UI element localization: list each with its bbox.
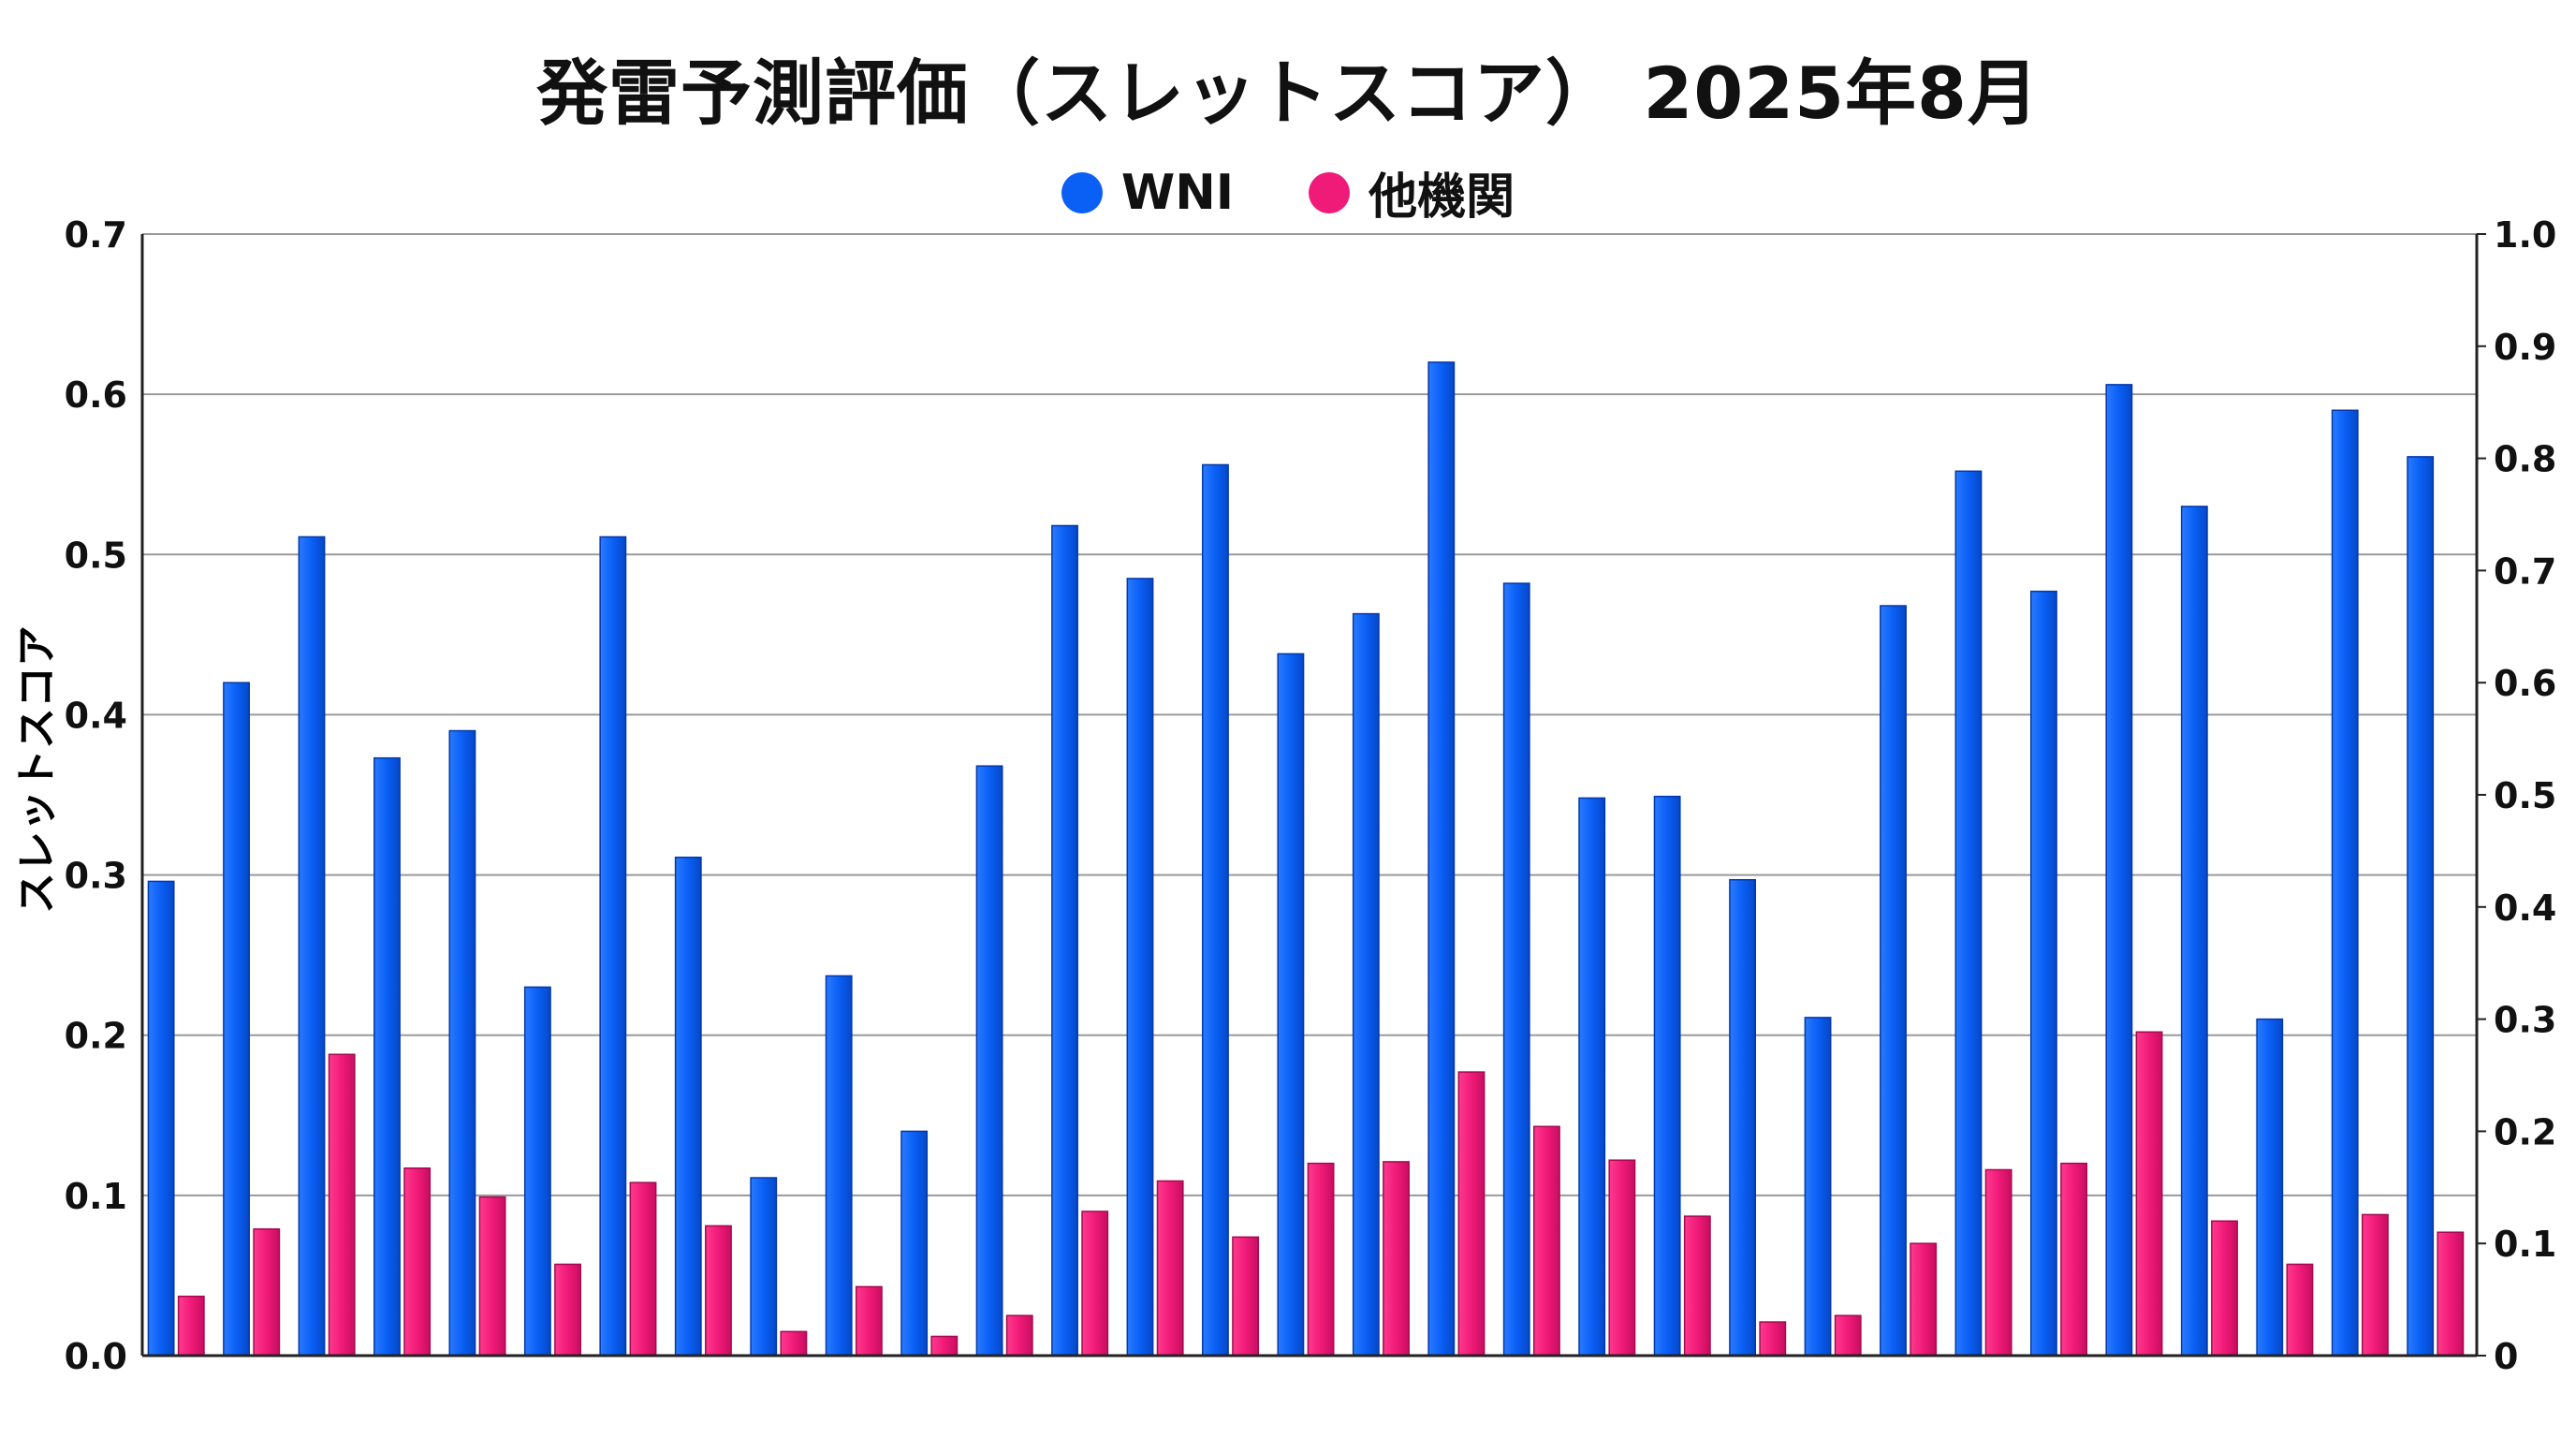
bar-other: [1834, 1314, 1862, 1357]
y2-tick-label: 0: [2494, 1336, 2518, 1377]
y2-tick-label: 0.4: [2494, 888, 2556, 929]
bar-wni: [1352, 612, 1380, 1357]
bar-other: [328, 1053, 356, 1357]
bar-other: [2437, 1231, 2465, 1357]
y-tick-label: 0.5: [65, 535, 127, 576]
legend-item-other[interactable]: 他機関: [1309, 157, 1515, 227]
bar-wni: [1502, 582, 1530, 1357]
y2-tick-label: 0.1: [2494, 1224, 2556, 1265]
bar-wni: [2105, 384, 2133, 1357]
chart-title: 発雷予測評価（スレットスコア） 2025年8月: [536, 51, 2040, 135]
bar-wni: [1954, 470, 1983, 1357]
bar-other: [1005, 1314, 1033, 1357]
bar-wni: [448, 729, 476, 1357]
bar-wni: [599, 536, 627, 1357]
bar-other: [1683, 1215, 1711, 1357]
bar-other: [1156, 1180, 1184, 1357]
bar-wni: [147, 880, 175, 1357]
bar-other: [1307, 1162, 1335, 1357]
bar-wni: [2331, 409, 2359, 1357]
y-tick-label: 0.4: [65, 695, 127, 736]
bar-other: [2286, 1263, 2314, 1357]
legend: WNI 他機関: [0, 157, 2576, 227]
bar-other: [629, 1181, 657, 1357]
bar-wni: [1277, 653, 1305, 1357]
y-axis-label: スレットスコア: [13, 625, 61, 914]
bar-wni: [674, 856, 702, 1357]
bar-other: [930, 1335, 959, 1357]
legend-label-wni: WNI: [1120, 164, 1235, 221]
bar-wni: [2407, 456, 2435, 1357]
bar-wni: [1051, 524, 1078, 1357]
bar-wni: [2180, 506, 2208, 1357]
y2-tick-label: 0.2: [2494, 1111, 2556, 1152]
bar-other: [780, 1330, 808, 1357]
bar-wni: [750, 1177, 778, 1357]
bar-other: [253, 1228, 281, 1357]
y-tick-label: 0.0: [65, 1336, 127, 1377]
bar-other: [1532, 1125, 1560, 1357]
y-tick-label: 0.2: [65, 1016, 127, 1057]
bar-other: [177, 1295, 205, 1357]
bar-other: [1910, 1242, 1938, 1357]
bar-wni: [1880, 605, 1907, 1357]
axes: 0.0 0.1 0.2 0.3 0.4 0.5 0.6 0.7 0 0.1 0.2 0.3 0.4 0.5…: [65, 214, 2557, 1377]
bar-other: [1608, 1159, 1636, 1357]
bar-other: [2211, 1220, 2238, 1357]
bar-wni: [975, 765, 1003, 1357]
y-tick-label: 0.7: [65, 214, 127, 256]
bar-other: [705, 1225, 732, 1357]
y-tick-label: 0.1: [65, 1176, 127, 1217]
legend-swatch-other: [1309, 171, 1351, 213]
bar-wni: [2256, 1018, 2284, 1357]
bar-wni: [223, 682, 250, 1357]
legend-swatch-wni: [1061, 171, 1103, 213]
bar-wni: [373, 756, 401, 1357]
y2-tick-label: 1.0: [2494, 214, 2556, 256]
bar-wni: [1804, 1017, 1832, 1357]
bar-other: [2361, 1213, 2389, 1357]
bar-other: [1984, 1168, 2012, 1357]
legend-item-wni[interactable]: WNI: [1061, 165, 1234, 221]
bar-wni: [1126, 578, 1154, 1357]
bar-other: [855, 1285, 883, 1357]
bar-other: [478, 1196, 506, 1357]
bar-wni: [1729, 878, 1757, 1357]
y-tick-label: 0.3: [65, 856, 127, 897]
bar-wni: [298, 536, 326, 1357]
bar-wni: [523, 986, 551, 1357]
bar-other: [554, 1263, 581, 1357]
bar-wni: [825, 975, 853, 1357]
y2-tick-label: 0.5: [2494, 775, 2556, 816]
bar-other: [1457, 1071, 1486, 1357]
y2-tick-label: 0.3: [2494, 1000, 2556, 1041]
bar-wni: [1653, 795, 1681, 1357]
bar-other: [2135, 1031, 2163, 1357]
y-tick-label: 0.6: [65, 374, 127, 416]
bar-wni: [2029, 590, 2057, 1357]
y2-tick-label: 0.7: [2494, 550, 2556, 592]
bar-other: [1759, 1321, 1787, 1357]
y2-tick-label: 0.8: [2494, 439, 2556, 480]
bar-wni: [1578, 797, 1606, 1357]
bar-other: [1232, 1236, 1260, 1357]
bar-wni: [900, 1130, 929, 1357]
bar-other: [403, 1167, 432, 1357]
y2-tick-label: 0.6: [2494, 663, 2556, 704]
bar-wni: [1202, 463, 1229, 1357]
bar-other: [1383, 1161, 1410, 1357]
legend-label-other: 他機関: [1368, 169, 1515, 226]
bar-other: [2060, 1162, 2088, 1357]
bar-other: [1081, 1211, 1109, 1357]
bars: [147, 361, 2465, 1357]
bar-wni: [1427, 361, 1456, 1357]
y2-tick-label: 0.9: [2494, 327, 2556, 368]
